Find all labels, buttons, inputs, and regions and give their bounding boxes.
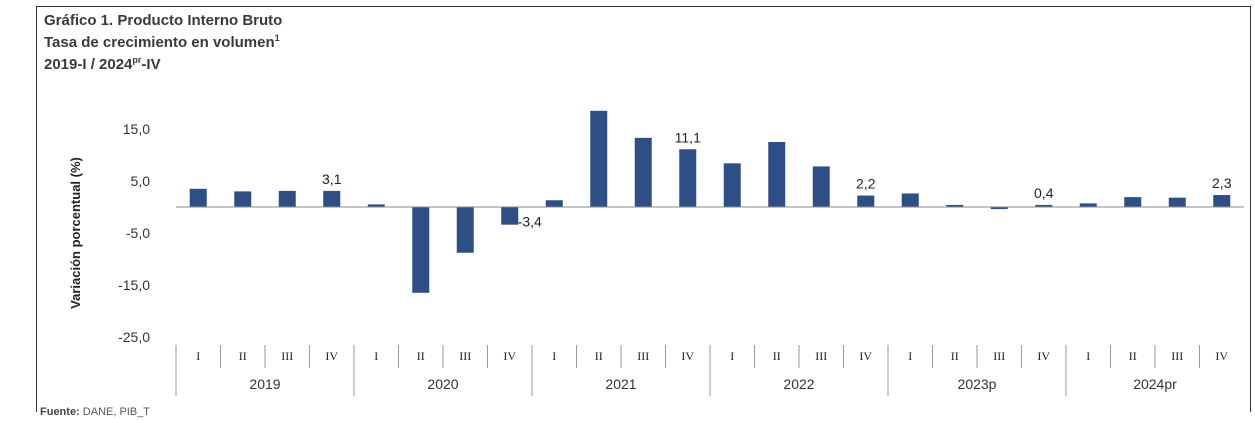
bar [1168, 197, 1186, 207]
y-tick-label: -15,0 [118, 277, 150, 293]
quarter-label: II [239, 349, 247, 363]
bar [412, 207, 430, 293]
quarter-label: I [730, 349, 734, 363]
year-label: 2021 [605, 376, 636, 392]
year-label: 2023p [958, 376, 997, 392]
bar [1079, 203, 1097, 207]
quarter-label: I [196, 349, 200, 363]
bar [367, 204, 385, 207]
source-note: Fuente: DANE, PIB_T [40, 406, 151, 418]
bar [323, 190, 341, 207]
chart-frame [36, 6, 1251, 412]
bar [234, 191, 252, 207]
bar [1124, 197, 1142, 207]
quarter-label: II [595, 349, 603, 363]
data-label: 0,4 [1034, 185, 1054, 201]
quarter-label: II [417, 349, 425, 363]
quarter-label: I [908, 349, 912, 363]
y-tick-label: -5,0 [126, 225, 150, 241]
data-label: -3,4 [518, 214, 542, 230]
data-label: 2,2 [856, 176, 876, 192]
bar [545, 200, 563, 207]
bar [634, 137, 652, 207]
y-axis-title: Variación porcentual (%) [68, 157, 83, 309]
quarter-label: III [459, 349, 471, 363]
bar [590, 110, 608, 207]
quarter-label: IV [859, 349, 872, 363]
quarter-label: II [773, 349, 781, 363]
quarter-label: III [815, 349, 827, 363]
bar [1213, 195, 1231, 207]
year-label: 2022 [783, 376, 814, 392]
subtitle-footnote-mark: 1 [274, 33, 280, 43]
quarter-label: IV [503, 349, 516, 363]
bar [679, 149, 697, 207]
quarter-label: II [951, 349, 959, 363]
bar [857, 195, 875, 207]
period-superscript: pr [132, 55, 142, 65]
quarter-label: III [1171, 349, 1183, 363]
quarter-label: III [281, 349, 293, 363]
bar [990, 207, 1008, 210]
data-label: 3,1 [322, 171, 342, 187]
quarter-label: IV [325, 349, 338, 363]
bar [946, 204, 964, 207]
quarter-label: III [993, 349, 1005, 363]
bar [278, 190, 296, 207]
y-tick-label: 15,0 [123, 121, 150, 137]
quarter-label: IV [1037, 349, 1050, 363]
y-tick-label: 5,0 [131, 173, 151, 189]
year-label: 2019 [249, 376, 280, 392]
quarter-label: I [374, 349, 378, 363]
chart-period: 2019-I / 2024pr-IV [44, 55, 161, 74]
quarter-label: I [552, 349, 556, 363]
data-label: 2,3 [1212, 175, 1232, 191]
bar [901, 193, 919, 207]
quarter-label: III [637, 349, 649, 363]
chart-title: Gráfico 1. Producto Interno Bruto [44, 12, 283, 29]
bar [189, 188, 207, 207]
bar [1035, 204, 1053, 207]
year-label: 2020 [427, 376, 458, 392]
bar [456, 207, 474, 253]
bar [501, 207, 519, 225]
data-label: 11,1 [675, 129, 701, 145]
quarter-label: II [1129, 349, 1137, 363]
quarter-label: IV [1215, 349, 1228, 363]
year-label: 2024pr [1133, 376, 1177, 392]
quarter-label: I [1086, 349, 1090, 363]
bar [723, 163, 741, 207]
bar [812, 166, 830, 207]
bar [768, 142, 786, 207]
quarter-label: IV [681, 349, 694, 363]
chart-subtitle: Tasa de crecimiento en volumen1 [44, 33, 280, 52]
y-tick-label: -25,0 [118, 329, 150, 345]
